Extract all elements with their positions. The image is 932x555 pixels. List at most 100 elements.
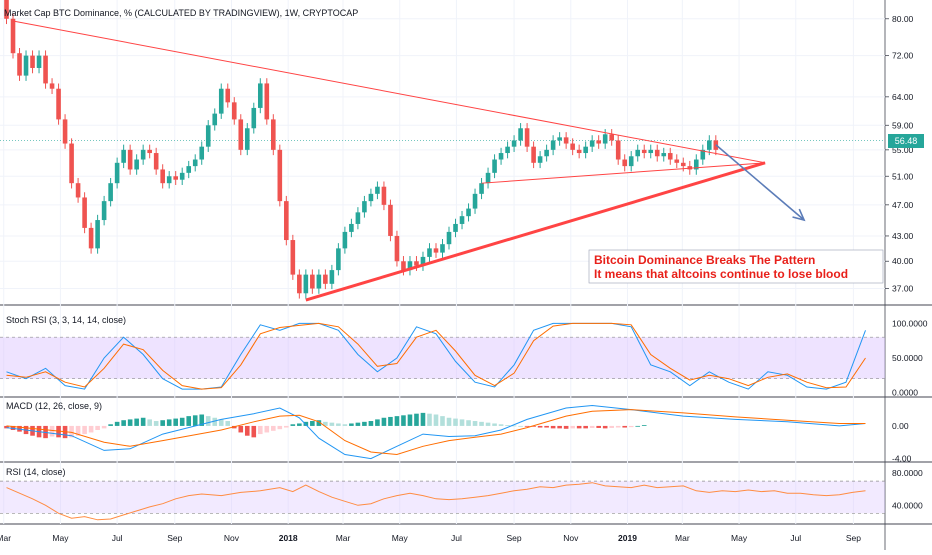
candle-body [166,176,172,184]
candle-body [576,149,582,154]
candle-body [654,149,660,157]
candle-body [95,220,100,249]
candle-body [10,18,16,54]
macd-histogram-bar [88,425,94,433]
x-tick-label: May [392,533,409,543]
candle-body [4,0,9,19]
candle-body [498,153,504,160]
candle-body [622,159,628,167]
candle-body [192,159,198,167]
macd-histogram-bar [505,425,510,426]
x-tick-label: Jul [790,533,801,543]
macd-histogram-bar [466,420,471,426]
macd-histogram-bar [609,425,614,428]
candle-body [271,119,276,150]
macd-histogram-bar [329,422,335,426]
x-tick-label: Nov [224,533,240,543]
macd-histogram-bar [420,412,426,426]
annotation-box [588,249,884,284]
candle-body [329,270,335,284]
candle-body [661,153,667,157]
macd-histogram-bar [225,421,231,426]
macd-histogram-bar [49,425,55,437]
candle-body [179,172,185,180]
x-tick-label: Nov [563,533,579,543]
macd-histogram-bar [303,421,309,426]
macd-histogram-bar [134,418,139,426]
candle-body [524,128,530,147]
macd-histogram-bar [440,416,445,426]
macd-histogram-bar [453,418,458,426]
macd-histogram-bar [140,417,146,426]
macd-histogram-bar [114,421,120,426]
candle-body [147,149,152,154]
price-tick-label: 51.00 [892,171,914,181]
macd-histogram-bar [414,413,419,426]
candle-body [420,256,426,266]
macd-histogram-bar [192,415,198,426]
macd-histogram-bar [75,425,81,436]
macd-histogram-bar [316,420,322,426]
candle-body [459,216,465,224]
candle-body [297,274,302,294]
candle-body [648,149,654,154]
macd-histogram-bar [218,419,224,426]
rsi-tick-label: 80.0000 [892,468,923,478]
candle-body [290,240,296,275]
candle-body [368,193,374,202]
macd-histogram-bar [635,425,641,427]
candle-body [401,261,406,271]
candle-body [381,186,387,205]
candle-body [531,146,536,163]
candle-body [127,149,133,170]
macd-histogram-bar [101,425,107,429]
macd-histogram-bar [244,425,250,436]
macd-histogram-bar [349,423,354,426]
price-tick-label: 43.00 [892,231,914,241]
candle-body [36,55,42,68]
candle-body [173,176,178,180]
macd-histogram-bar [257,425,263,435]
trendline-inner [481,162,766,184]
candle-body [375,186,380,194]
macd-histogram-bar [166,419,172,426]
macd-histogram-bar [511,425,517,427]
candle-body [108,183,113,202]
candle-body [284,201,289,241]
candle-body [114,162,120,184]
macd-histogram-bar [622,425,628,428]
macd-histogram-bar [485,422,491,426]
candle-body [264,83,270,120]
macd-histogram-bar [284,425,289,428]
rsi-band [0,481,885,514]
price-tick-label: 59.00 [892,120,914,130]
macd-histogram-bar [271,425,276,431]
candle-body [69,143,74,184]
price-pane-title: Market Cap BTC Dominance, % (CALCULATED … [4,8,358,18]
price-tick-label: 72.00 [892,51,914,61]
breakdown-arrow-head [792,208,806,222]
candle-body [427,248,432,257]
candle-body [49,83,55,89]
candle-body [433,248,439,253]
drawing-layer [12,20,806,302]
candle-body [251,107,257,129]
macd-histogram-bar [433,414,439,426]
macd-histogram-bar [537,425,543,428]
macd-histogram-bar [381,417,387,426]
macd-tick-label: 0.00 [892,421,909,431]
macd-histogram-bar [544,425,549,428]
candle-body [518,128,523,141]
candle-layer [4,0,719,299]
candle-body [628,156,634,167]
candle-body [563,137,569,144]
stoch-d-line [6,322,866,390]
candle-body [674,159,680,163]
macd-histogram-bar [362,421,367,426]
candle-body [336,248,341,271]
x-tick-label: Sep [167,533,182,543]
candle-body [56,88,61,120]
axis-layer: Mar May Jul Sep Nov 2018 Mar May Jul Sep Nov 2019 Ma… [0,14,928,543]
last-price-tag [888,134,924,148]
